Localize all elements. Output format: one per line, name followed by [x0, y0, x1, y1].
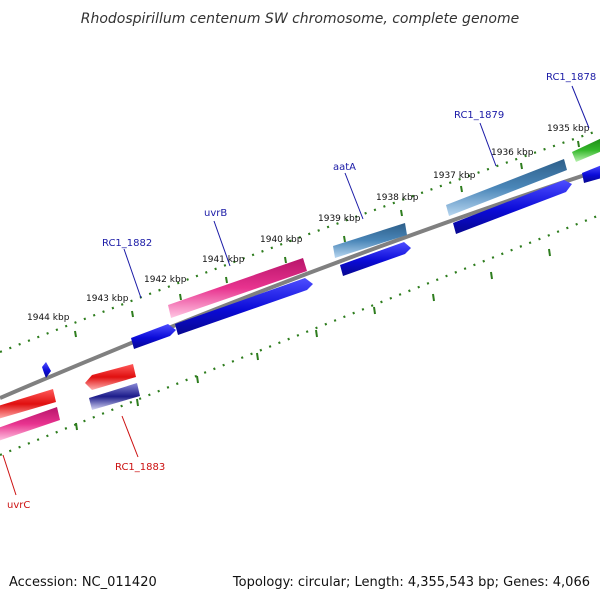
tick-label: 1939 kbp	[318, 214, 361, 224]
gene-small-marker[interactable]	[42, 362, 51, 378]
leader-line	[479, 122, 497, 167]
leader-line	[571, 85, 590, 129]
accession-text: Accession: NC_011420	[9, 575, 157, 590]
gene-aata[interactable]	[333, 223, 411, 276]
gene-label-rc1-1878[interactable]: RC1_1878	[546, 72, 596, 83]
forward-strand-genes[interactable]	[42, 138, 600, 378]
tick-label: 1944 kbp	[27, 313, 70, 323]
leader-line	[123, 248, 142, 299]
gene-label-aata[interactable]: aatA	[333, 162, 356, 173]
outer-major-ticks	[74, 140, 580, 338]
inner-tick-ring	[0, 213, 600, 457]
tick-label: 1941 kbp	[202, 255, 245, 265]
gene-label-rc1-1879[interactable]: RC1_1879	[454, 110, 504, 121]
genome-backbone	[0, 168, 600, 400]
gene-rc1-1879[interactable]	[446, 159, 572, 234]
inner-dotted-guide	[0, 213, 600, 457]
gene-rc1-1878[interactable]	[572, 138, 600, 183]
gene-label-rc1-1883[interactable]: RC1_1883	[115, 462, 165, 473]
map-title: Rhodospirillum centenum SW chromosome, c…	[81, 11, 520, 27]
leader-line	[121, 415, 139, 458]
tick-label: 1943 kbp	[86, 294, 129, 304]
leader-line	[2, 454, 17, 496]
tick-label: 1940 kbp	[260, 235, 303, 245]
tick-label: 1938 kbp	[376, 193, 419, 203]
gene-label-uvrc[interactable]: uvrC	[7, 500, 30, 511]
gene-labels: RC1_1878 RC1_1879 aatA uvrB RC1_1882 RC1…	[2, 72, 596, 511]
tick-label: 1937 kbp	[433, 171, 476, 181]
gene-uvrb[interactable]	[168, 258, 313, 335]
leader-line	[344, 172, 364, 220]
outer-tick-ring	[0, 128, 600, 354]
tick-label: 1942 kbp	[144, 275, 187, 285]
gene-rc1-1882[interactable]	[131, 324, 176, 349]
inner-major-ticks	[75, 248, 551, 431]
gene-uvrc[interactable]	[0, 389, 60, 441]
tick-label: 1935 kbp	[547, 124, 590, 134]
genome-summary-text: Topology: circular; Length: 4,355,543 bp…	[232, 575, 590, 590]
gene-label-rc1-1882[interactable]: RC1_1882	[102, 238, 152, 249]
gene-rc1-1883[interactable]	[85, 364, 140, 410]
leader-line	[213, 220, 231, 267]
tick-label: 1936 kbp	[491, 148, 534, 158]
gene-label-uvrb[interactable]: uvrB	[204, 208, 227, 219]
reverse-strand-genes[interactable]	[0, 364, 140, 441]
tick-labels: 1935 kbp 1936 kbp 1937 kbp 1938 kbp 1939…	[27, 124, 590, 323]
